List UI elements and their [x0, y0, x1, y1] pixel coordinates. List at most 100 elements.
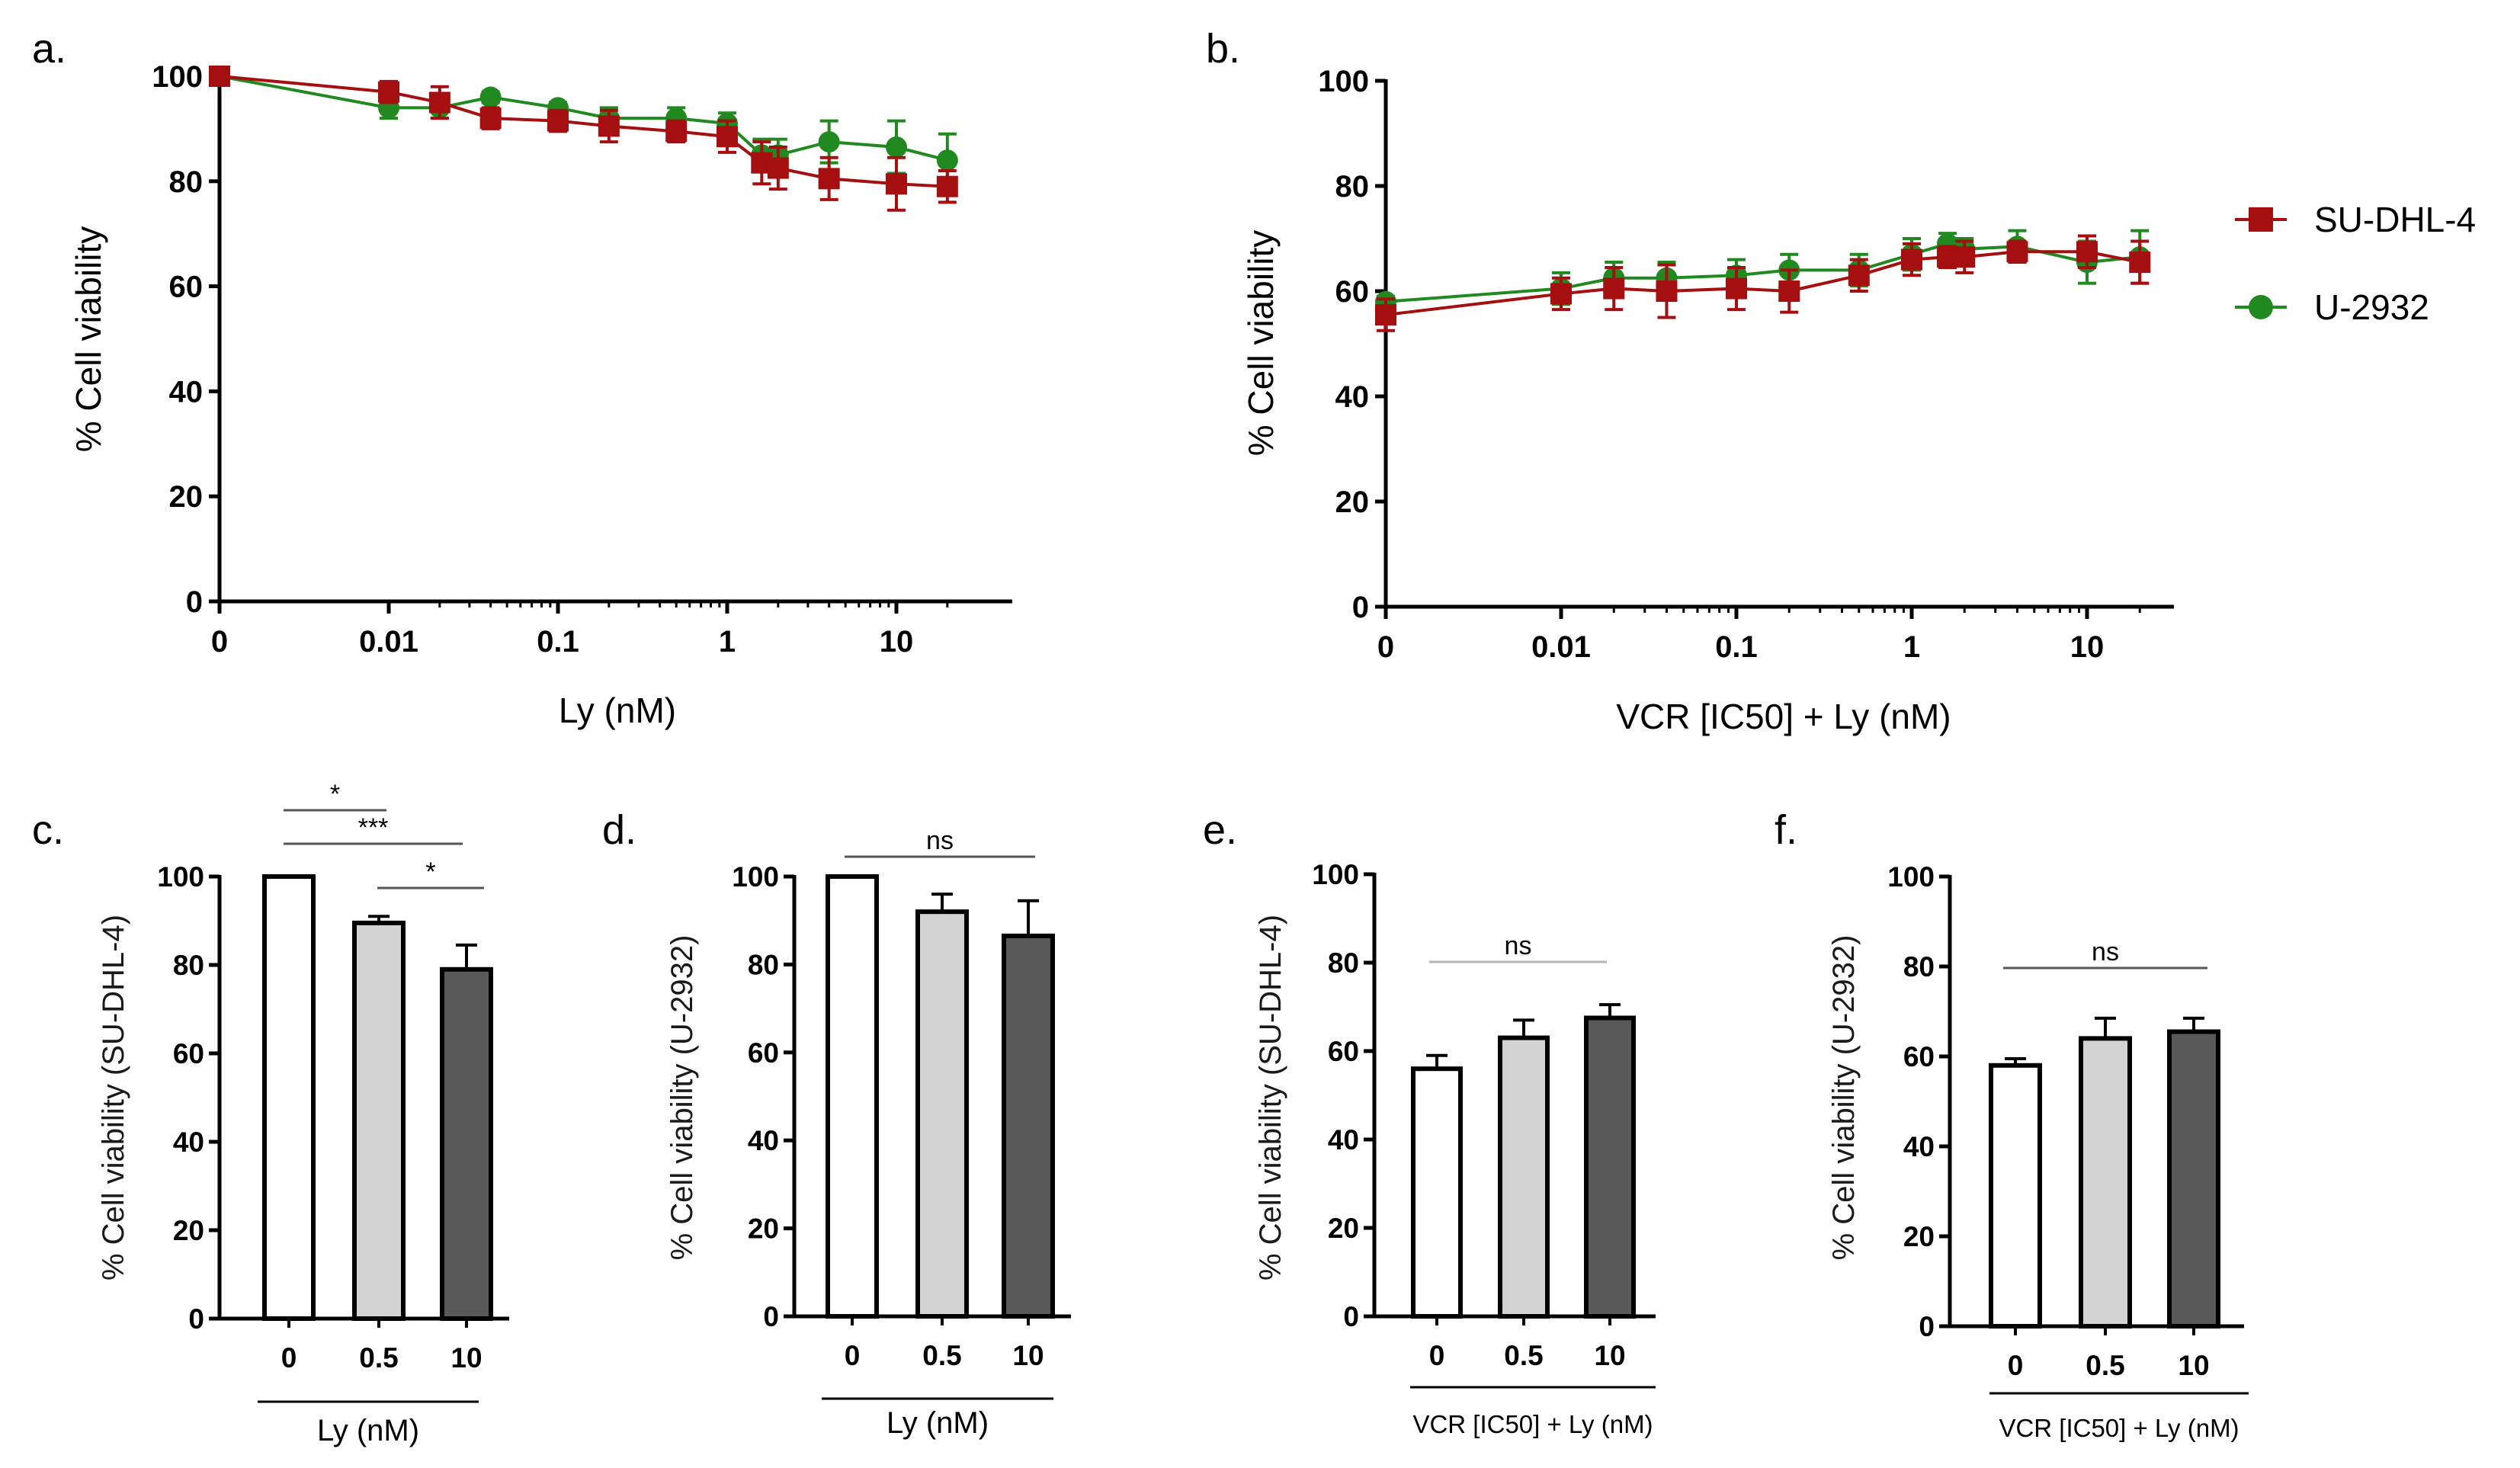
panel-d-xlabel: Ly (nM) [886, 1406, 989, 1440]
panel-a-series-0-point-10 [818, 168, 840, 190]
panel-d-ytick-label-4: 80 [748, 949, 779, 980]
panel-f-bar-1 [2079, 1036, 2132, 1329]
panel-a-ytick-label-0: 0 [186, 585, 203, 619]
panel-e-ytick-label-5: 100 [1312, 859, 1359, 890]
panel-e-bar-1 [1498, 1035, 1550, 1319]
panel-a-ytick-label-2: 40 [169, 375, 204, 409]
panel-b-ytick-label-4: 80 [1335, 170, 1370, 204]
panel-c-ylabel: % Cell viability (SU-DHL-4) [97, 915, 130, 1280]
panel-b-xtick-label-2: 0.1 [1715, 630, 1758, 664]
panel-f-ytick-label-2: 40 [1903, 1131, 1935, 1162]
panel-a-ylabel: % Cell viability [69, 226, 108, 453]
panel-d-ytick-label-2: 40 [748, 1125, 779, 1156]
panel-b: b. 0 20 40 60 80 100 0 0.01 0.1 1 10 VCR [IC50] + … [1206, 26, 2174, 736]
panel-b-ytick-label-0: 0 [1352, 591, 1369, 624]
panel-b-ylabel: % Cell viability [1241, 230, 1281, 457]
panel-e-ylabel: % Cell viability (SU-DHL-4) [1254, 915, 1287, 1280]
panel-f-letter: f. [1775, 807, 1797, 853]
panel-b-series-0-point-4 [1726, 277, 1747, 300]
panel-e-letter: e. [1203, 807, 1237, 853]
panel-f-xtick-label-0: 0 [2008, 1350, 2024, 1381]
panel-f-xtick-label-2: 10 [2178, 1350, 2209, 1381]
panel-b-series-0-point-1 [1550, 283, 1572, 305]
panel-e: e. 0 20 40 60 80 100 0 0.5 10 ns % Cell viability… [1203, 807, 1656, 1438]
legend-u2932-marker [2249, 295, 2273, 319]
panel-f-ytick-label-4: 80 [1903, 951, 1935, 982]
panel-f-xlabel: VCR [IC50] + Ly (nM) [1999, 1414, 2239, 1442]
panel-e-xtick-label-0: 0 [1429, 1340, 1445, 1371]
panel-e-ytick-label-3: 60 [1328, 1036, 1359, 1067]
panel-b-series-0-point-2 [1603, 277, 1625, 300]
panel-c-letter: c. [32, 807, 64, 853]
panel-f: f. 0 20 40 60 80 100 0 0.5 10 ns % Cell viability… [1775, 807, 2249, 1442]
panel-f-bracket-label-0: ns [2092, 938, 2119, 966]
panel-e-xtick-label-1: 0.5 [1504, 1340, 1543, 1371]
panel-c-ytick-label-1: 20 [173, 1215, 204, 1246]
panel-e-bracket-label-0: ns [1505, 931, 1532, 960]
panel-d-xtick-label-0: 0 [845, 1340, 861, 1371]
panel-d-letter: d. [602, 807, 636, 853]
panel-c-xtick-label-2: 10 [450, 1342, 482, 1373]
panel-c-bar-0 [262, 874, 316, 1321]
panel-a-ytick-label-4: 80 [169, 165, 204, 199]
panel-a-series-0-point-5 [598, 115, 620, 137]
panel-a-ytick-label-1: 20 [169, 480, 204, 514]
panel-d-bar-0 [826, 874, 879, 1319]
panel-f-ytick-label-5: 100 [1887, 861, 1935, 893]
panel-d-ytick-label-3: 60 [748, 1037, 779, 1069]
legend-sudhl4-label: SU-DHL-4 [2314, 200, 2476, 239]
panel-a-series-0-point-1 [378, 81, 399, 103]
panel-a-plot: 0 20 40 60 80 100 0 0.01 0.1 1 10 [152, 60, 1012, 659]
panel-a-series-0-point-12 [936, 175, 958, 197]
panel-c-xtick-label-0: 0 [281, 1342, 297, 1373]
panel-d-ytick-label-5: 100 [732, 861, 779, 893]
panel-f-xtick-label-1: 0.5 [2086, 1350, 2124, 1381]
panel-b-xtick-label-3: 1 [1903, 630, 1920, 664]
panel-a-xtick-label-1: 0.01 [359, 625, 418, 659]
panel-a: a. 0 20 40 60 80 100 0 0.01 0.1 1 10 Ly (nM) % Cel… [32, 26, 1012, 730]
panel-a-series-0-point-9 [767, 157, 789, 179]
panel-e-ytick-label-2: 40 [1328, 1124, 1359, 1155]
panel-c-ytick-label-5: 100 [157, 861, 204, 893]
panel-b-series-0-point-11 [2076, 241, 2098, 263]
panel-a-series-1-point-3 [479, 86, 502, 108]
panel-b-ytick-label-3: 60 [1335, 275, 1370, 309]
panel-a-ytick-label-5: 100 [152, 60, 203, 94]
panel-a-series-0-point-0 [209, 66, 230, 87]
panel-a-ytick-label-3: 60 [169, 271, 204, 304]
panel-c-ytick-label-3: 60 [173, 1038, 204, 1069]
panel-e-xtick-label-2: 10 [1594, 1340, 1625, 1371]
panel-b-series-0-point-10 [2006, 241, 2028, 263]
panel-b-series-0-point-6 [1848, 264, 1870, 287]
panel-a-xlabel: Ly (nM) [559, 691, 676, 730]
panel-f-ytick-label-1: 20 [1903, 1221, 1935, 1252]
panel-a-series-0-point-4 [547, 110, 569, 132]
panel-f-plot: 0 20 40 60 80 100 0 0.5 10 ns [1887, 861, 2244, 1381]
panel-a-xtick-label-0: 0 [211, 625, 228, 659]
panel-a-xtick-label-4: 10 [880, 625, 914, 659]
panel-b-xtick-label-0: 0 [1377, 630, 1394, 664]
panel-a-series-0-point-2 [428, 91, 450, 114]
panel-c-xtick-label-1: 0.5 [359, 1342, 398, 1373]
panel-a-letter: a. [32, 26, 66, 72]
panel-b-xtick-label-1: 0.01 [1531, 630, 1591, 664]
panel-b-letter: b. [1206, 26, 1240, 72]
panel-a-xtick-label-2: 0.1 [537, 625, 579, 659]
panel-b-series-0-point-7 [1901, 248, 1922, 271]
panel-f-bar-0 [1989, 1063, 2042, 1329]
panel-d-bar-2 [1002, 933, 1055, 1319]
panel-b-ytick-label-1: 20 [1335, 486, 1370, 519]
panel-c-bracket-label-2: * [425, 857, 435, 886]
panel-f-ytick-label-0: 0 [1919, 1311, 1935, 1342]
panel-e-bar-0 [1411, 1066, 1463, 1319]
panel-b-series-0-point-3 [1656, 280, 1678, 302]
legend-u2932-label: U-2932 [2314, 287, 2429, 327]
panel-c-bar-2 [440, 966, 493, 1322]
panel-b-ytick-label-5: 100 [1318, 65, 1369, 98]
panel-d-ytick-label-0: 0 [763, 1301, 779, 1332]
panel-c-ytick-label-4: 80 [173, 950, 204, 981]
panel-c-ytick-label-2: 40 [173, 1127, 204, 1158]
panel-c-bar-1 [352, 920, 406, 1321]
